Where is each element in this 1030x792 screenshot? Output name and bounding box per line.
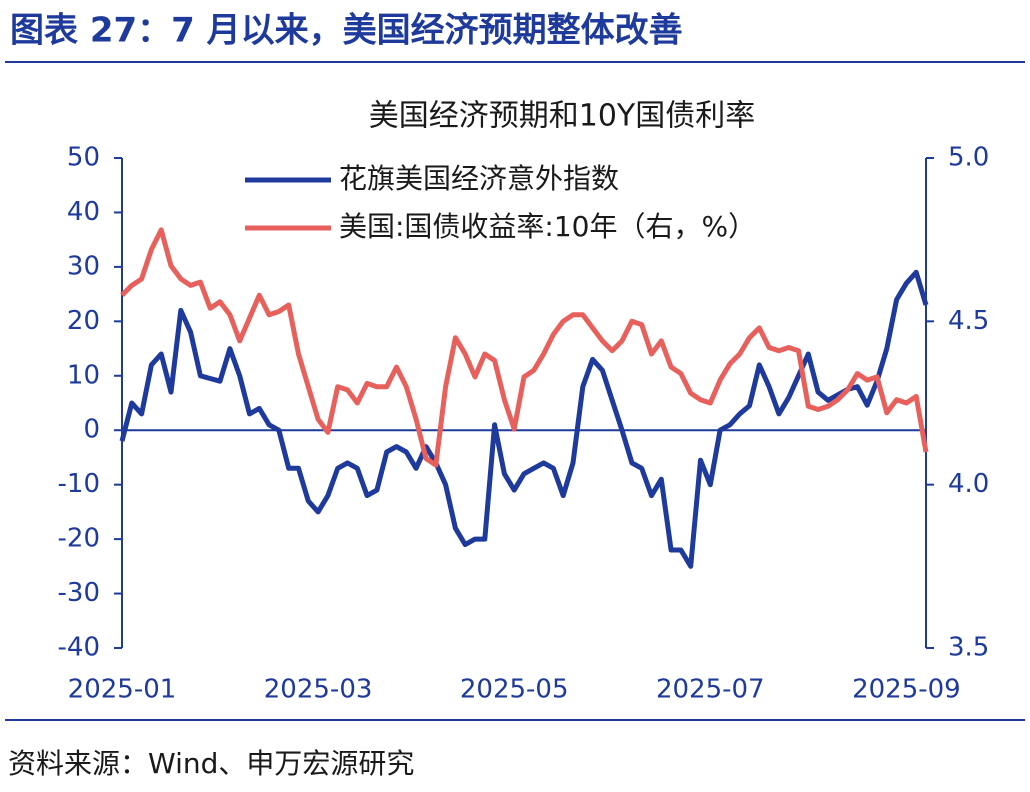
legend-label: 花旗美国经济意外指数 (339, 162, 619, 195)
y-tick-label: 30 (67, 251, 100, 281)
y2-tick-label: 4.0 (948, 469, 989, 499)
x-tick-label: 2025-01 (68, 675, 177, 705)
y2-tick-label: 4.5 (948, 306, 989, 336)
x-tick-label: 2025-03 (264, 675, 373, 705)
x-tick-label: 2025-07 (656, 675, 765, 705)
series-line (120, 227, 929, 468)
x-tick-label: 2025-09 (852, 675, 961, 705)
y-tick-label: -40 (58, 633, 100, 663)
y-tick-label: 0 (83, 415, 100, 445)
y-tick-label: -30 (58, 578, 100, 608)
x-tick-label: 2025-05 (460, 675, 569, 705)
legend-label: 美国:国债收益率:10年（右，%） (339, 210, 756, 243)
y2-tick-label: 3.5 (948, 633, 989, 663)
y2-tick-label: 5.0 (948, 143, 989, 173)
y-tick-label: 50 (67, 143, 100, 173)
source-note: 资料来源：Wind、申万宏源研究 (8, 747, 414, 780)
y-tick-label: -10 (58, 469, 100, 499)
figure-title: 图表 27：7 月以来，美国经济预期整体改善 (10, 11, 683, 51)
y-tick-label: 10 (67, 360, 100, 390)
series-line (119, 269, 929, 569)
y-tick-label: 20 (67, 306, 100, 336)
y-tick-label: 40 (67, 197, 100, 227)
y-tick-label: -20 (58, 524, 100, 554)
chart-title: 美国经济预期和10Y国债利率 (369, 99, 756, 134)
